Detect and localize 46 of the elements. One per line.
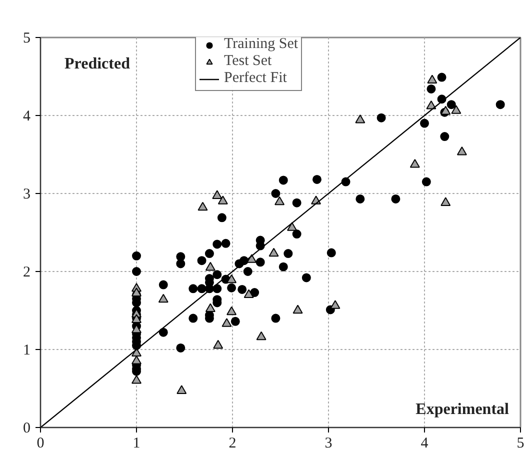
x-tick-label: 2 (228, 436, 236, 452)
point (132, 288, 142, 296)
point (198, 202, 208, 211)
point (226, 306, 237, 316)
point (451, 105, 462, 114)
point (427, 74, 438, 84)
point (176, 385, 187, 394)
point (158, 294, 168, 303)
point (132, 375, 142, 384)
point (205, 303, 216, 312)
y-tick-label: 2 (23, 264, 30, 280)
point (212, 190, 222, 199)
point (292, 304, 303, 314)
point (132, 356, 142, 364)
x-tick-label: 1 (132, 436, 140, 452)
point (287, 222, 298, 231)
point (456, 146, 467, 156)
point (256, 331, 266, 340)
y-tick-label: 0 (23, 420, 30, 436)
legend-label: Training Set (224, 36, 298, 53)
legend-label: Perfect Fit (224, 70, 287, 87)
x-tick-label: 3 (324, 436, 332, 452)
point (218, 196, 228, 204)
x-tick-label: 0 (36, 436, 44, 452)
y-tick-label: 3 (23, 186, 30, 202)
point (440, 197, 451, 206)
point (410, 158, 420, 168)
legend-label: Test Set (224, 53, 272, 70)
point (132, 324, 142, 334)
x-tick-label: 5 (516, 436, 524, 452)
point (244, 289, 254, 298)
annotation: Predicted (64, 56, 130, 73)
y-tick-label: 1 (23, 342, 30, 358)
point (205, 262, 216, 271)
point (330, 300, 340, 309)
point (268, 248, 279, 257)
point (222, 318, 232, 327)
point (246, 254, 257, 263)
annotation: Experimental (416, 401, 510, 418)
point (355, 114, 366, 124)
y-tick-label: 5 (23, 30, 30, 46)
point (274, 196, 285, 206)
point (226, 274, 237, 284)
x-tick-label: 4 (420, 436, 429, 452)
y-tick-label: 4 (23, 108, 31, 124)
point (213, 340, 224, 349)
